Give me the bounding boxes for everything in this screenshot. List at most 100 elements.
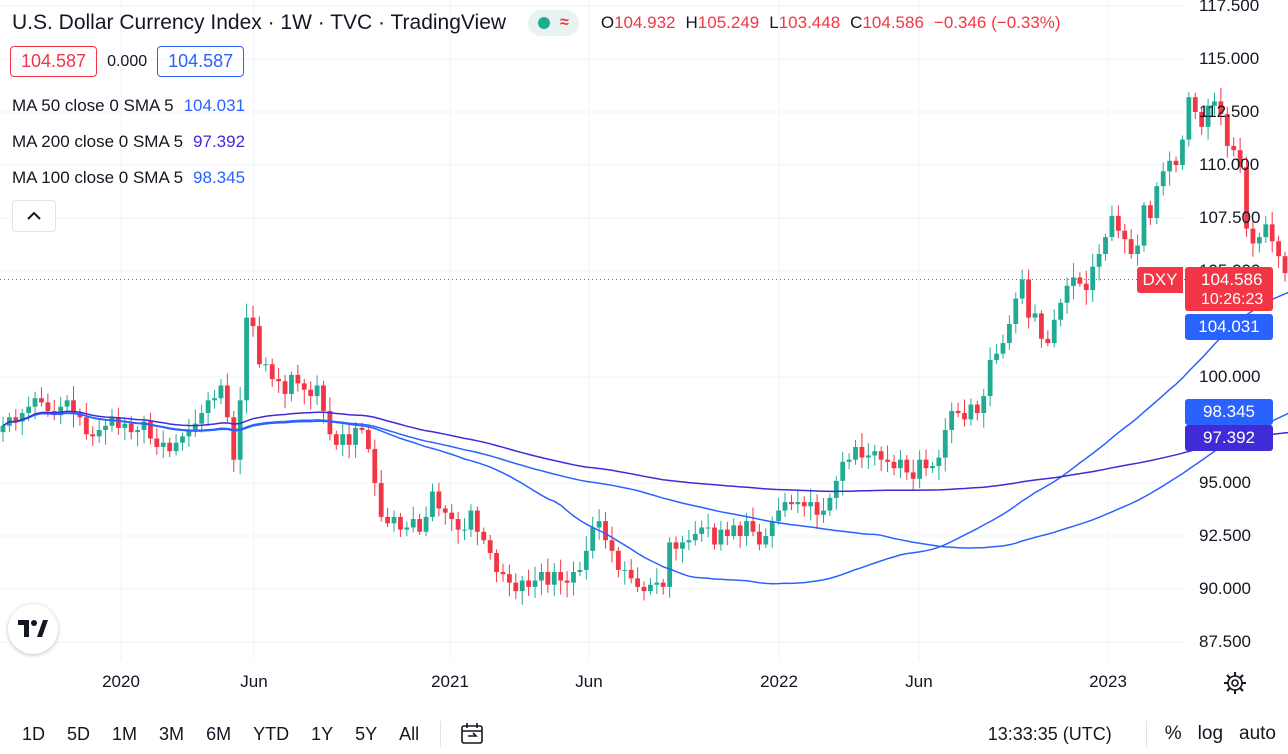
candle-body	[1269, 224, 1275, 242]
candle-body	[1173, 160, 1179, 165]
candle-body	[532, 580, 538, 587]
candle-body	[686, 540, 692, 543]
candle-body	[1109, 215, 1115, 238]
toolbar-divider	[1145, 721, 1147, 747]
candle-body	[603, 521, 608, 541]
candle-body	[314, 385, 320, 397]
candle-body	[545, 572, 551, 585]
chevron-up-icon	[27, 211, 41, 220]
timeframe-3m[interactable]: 3M	[159, 723, 185, 744]
indicator-ma200[interactable]: MA 200 close 0 SMA 5 97.392	[12, 132, 245, 152]
candle-body	[615, 550, 621, 570]
candle-body	[77, 413, 83, 418]
candle-body	[1128, 239, 1134, 255]
candle-body	[872, 451, 878, 456]
candle-body	[224, 385, 230, 418]
market-status[interactable]: ≈	[528, 10, 579, 36]
candle-body	[481, 531, 487, 541]
candle-body	[808, 502, 814, 507]
candle-body	[212, 398, 217, 401]
chart-settings-button[interactable]	[1222, 670, 1248, 696]
candle-body	[404, 527, 410, 530]
candle-body	[692, 533, 698, 541]
toolbar-right: 13:33:35 (UTC) % log auto	[988, 714, 1288, 754]
candle-body	[1000, 343, 1006, 354]
candle-body	[1071, 277, 1076, 286]
low-value: 103.448	[778, 13, 841, 32]
indicator-ma100[interactable]: MA 100 close 0 SMA 5 98.345	[12, 168, 245, 188]
candle-body	[667, 542, 673, 587]
timeframe-6m[interactable]: 6M	[206, 723, 232, 744]
candle-body	[487, 540, 493, 553]
ma50-price-tag: 104.031	[1185, 314, 1273, 340]
tradingview-logo-icon	[18, 620, 48, 637]
time-tick-label: 2020	[102, 672, 140, 691]
candle-body	[122, 423, 128, 428]
candle-body	[564, 580, 570, 583]
timeframe-5y[interactable]: 5Y	[355, 723, 378, 744]
candle-body	[365, 430, 371, 450]
candle-body	[910, 472, 916, 479]
data-delay-icon: ≈	[560, 14, 569, 31]
tradingview-logo[interactable]	[8, 604, 58, 654]
candle-body	[936, 457, 942, 467]
ma100-price-tag: 98.345	[1185, 399, 1273, 425]
candle-body	[1186, 97, 1192, 140]
indicator-value: 98.345	[193, 168, 246, 187]
candle-body	[58, 406, 64, 416]
candle-body	[83, 417, 89, 435]
price-tick-label: 100.000	[1199, 367, 1261, 386]
candle-body	[789, 502, 794, 505]
candle-body	[244, 317, 249, 401]
log-scale-button[interactable]: log	[1197, 723, 1224, 744]
symbol-tag: DXY	[1137, 267, 1183, 293]
auto-scale-button[interactable]: auto	[1239, 723, 1276, 744]
candle-body	[199, 413, 205, 424]
price-tick-label: 107.500	[1199, 208, 1261, 227]
timeframe-all[interactable]: All	[399, 723, 420, 744]
timeframe-1y[interactable]: 1Y	[311, 723, 334, 744]
candle-body	[930, 466, 935, 469]
candle-body	[750, 521, 756, 532]
candle-body	[622, 569, 628, 571]
candle-body	[769, 521, 775, 536]
candle-body	[1256, 237, 1262, 244]
price-tick-label: 90.000	[1199, 579, 1251, 598]
indicator-ma50[interactable]: MA 50 close 0 SMA 5 104.031	[12, 96, 245, 116]
buy-price-button[interactable]: 104.587	[157, 46, 245, 77]
timeframe-1m[interactable]: 1M	[112, 723, 138, 744]
candle-body	[263, 364, 269, 366]
market-open-icon	[538, 17, 551, 29]
candle-body	[19, 413, 25, 422]
candle-body	[26, 406, 32, 414]
candle-body	[673, 542, 679, 549]
candle-body	[1244, 167, 1249, 229]
ma50-line	[2, 291, 1288, 585]
candle-body	[340, 434, 346, 445]
percent-scale-button[interactable]: %	[1164, 723, 1182, 744]
candle-body	[718, 529, 724, 545]
timeframe-5d[interactable]: 5D	[67, 723, 91, 744]
symbol-title[interactable]: U.S. Dollar Currency Index · 1W · TVC · …	[12, 11, 507, 34]
high-value: 105.249	[697, 13, 760, 32]
open-label: O	[600, 13, 615, 32]
time-tick-label: 2022	[760, 672, 798, 691]
candle-body	[1019, 279, 1025, 299]
indicator-label: MA 100 close 0 SMA 5	[12, 168, 184, 187]
collapse-legend-button[interactable]	[12, 200, 56, 232]
timeframe-1d[interactable]: 1D	[22, 723, 46, 744]
goto-date-button[interactable]	[451, 722, 493, 746]
candle-body	[1032, 313, 1038, 318]
candle-body	[32, 398, 38, 407]
candle-body	[346, 434, 352, 445]
candle-body	[455, 519, 461, 530]
candle-body	[442, 508, 448, 513]
utc-clock[interactable]: 13:33:35 (UTC)	[987, 723, 1112, 744]
price-tick-label: 110.000	[1199, 155, 1260, 174]
candle-body	[898, 459, 903, 469]
candle-body	[782, 502, 788, 511]
timeframe-ytd[interactable]: YTD	[253, 723, 290, 744]
candle-body	[321, 385, 326, 411]
sell-price-button[interactable]: 104.587	[10, 46, 98, 77]
